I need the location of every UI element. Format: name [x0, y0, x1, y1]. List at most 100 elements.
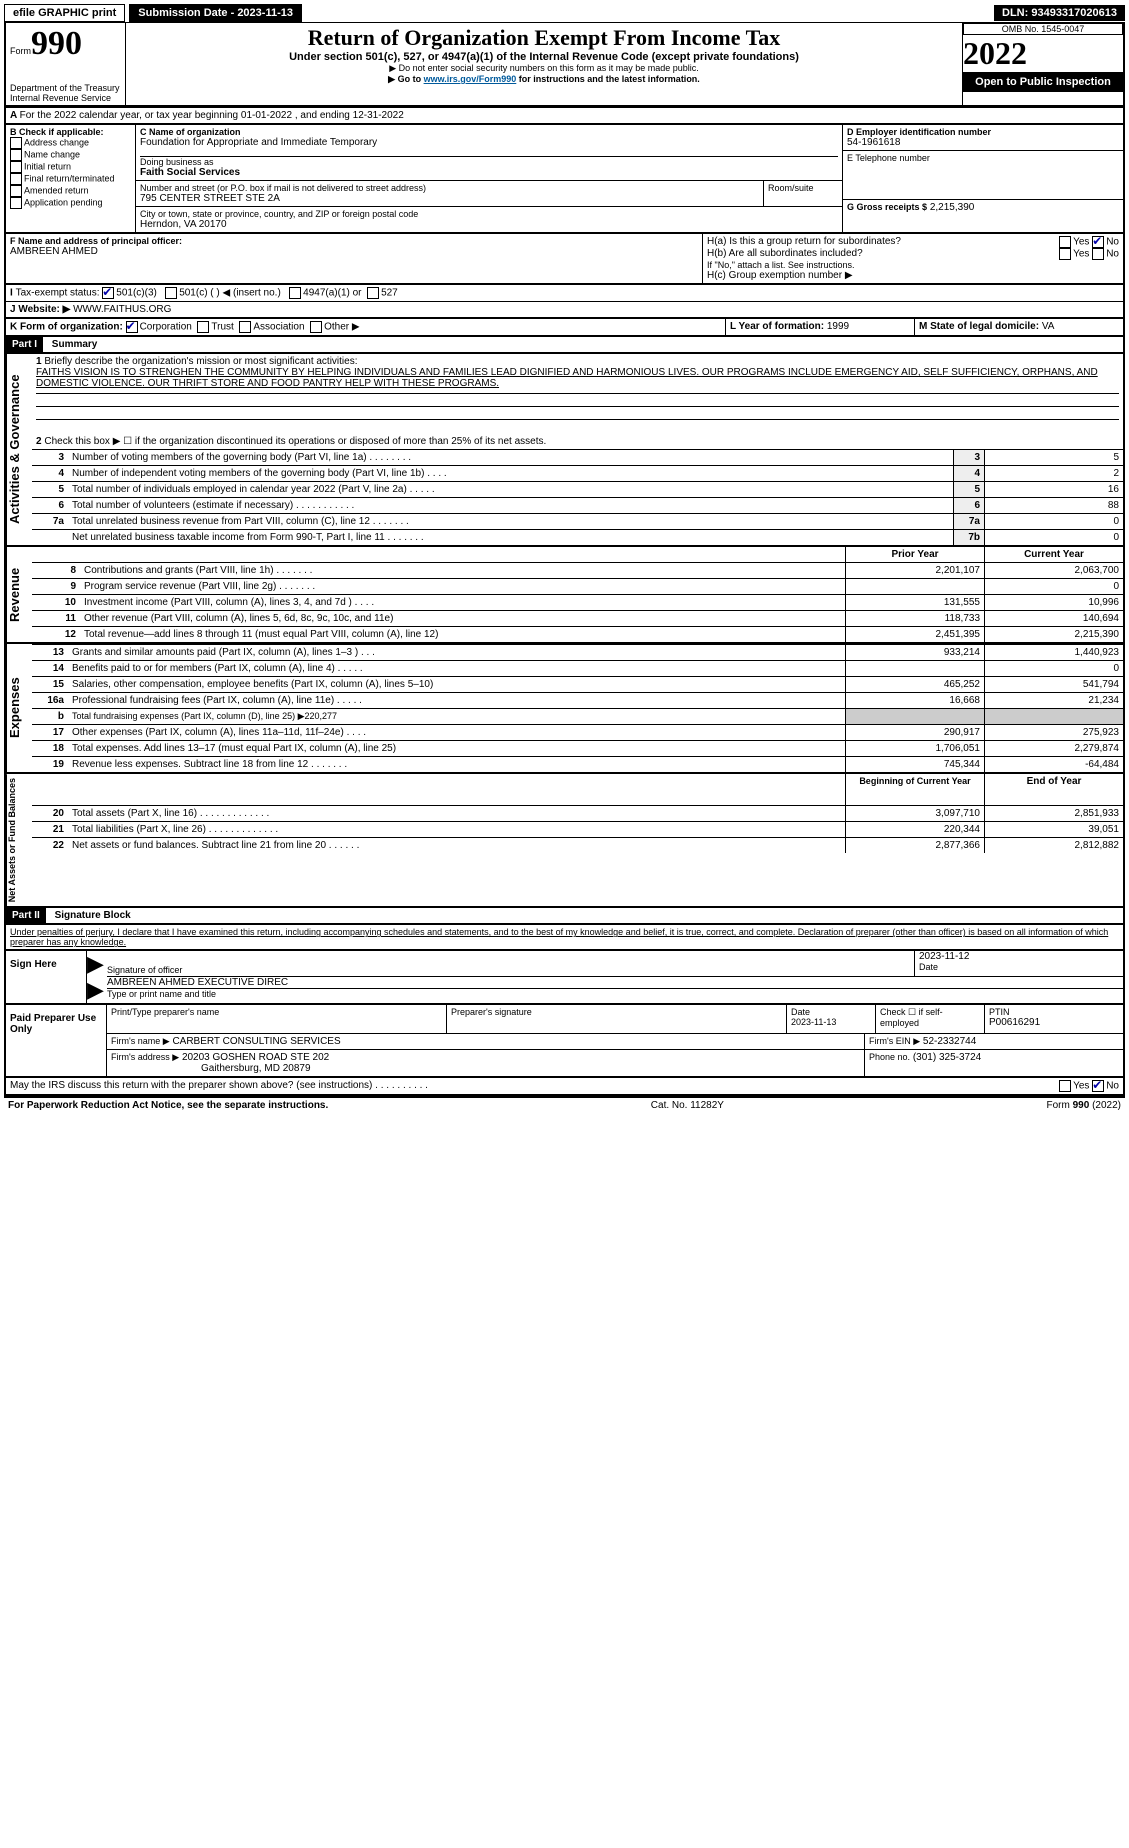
section-governance: Activities & Governance 1 Briefly descri… — [4, 354, 1125, 547]
table-row: 16aProfessional fundraising fees (Part I… — [32, 693, 1123, 709]
table-row: 17Other expenses (Part IX, column (A), l… — [32, 725, 1123, 741]
phone-label: E Telephone number — [847, 153, 1119, 163]
firm-ein-label: Firm's EIN ▶ — [869, 1036, 920, 1046]
section-netassets: Net Assets or Fund Balances Beginning of… — [4, 774, 1125, 908]
footer-cat: Cat. No. 11282Y — [651, 1100, 724, 1111]
footer-right: Form 990 (2022) — [1047, 1100, 1121, 1111]
firm-addr2: Gaithersburg, MD 20879 — [201, 1063, 311, 1074]
h-a: H(a) Is this a group return for subordin… — [707, 236, 901, 248]
entity-block: B Check if applicable: Address changeNam… — [4, 125, 1125, 234]
table-row: 22Net assets or fund balances. Subtract … — [32, 838, 1123, 854]
box-b-item: Amended return — [10, 185, 131, 197]
box-b-label: B Check if applicable: — [10, 127, 131, 137]
ein-label: D Employer identification number — [847, 127, 1119, 137]
box-b-item: Name change — [10, 149, 131, 161]
period-text: For the 2022 calendar year, or tax year … — [20, 110, 404, 121]
box-f-label: F Name and address of principal officer: — [10, 236, 698, 246]
tax-exempt-label: Tax-exempt status: — [16, 288, 100, 299]
box-b-item: Initial return — [10, 161, 131, 173]
pp-date-label: Date — [791, 1007, 871, 1017]
te-4947: 4947(a)(1) or — [303, 288, 361, 299]
box-c-label: C Name of organization — [140, 127, 838, 137]
col-current: Current Year — [985, 547, 1124, 563]
mission-text: FAITHS VISION IS TO STRENGHEN THE COMMUN… — [36, 367, 1098, 389]
paid-preparer-label: Paid Preparer Use Only — [6, 1005, 106, 1076]
revenue-table: Prior Year Current Year 8Contributions a… — [32, 547, 1123, 642]
table-row: 6Total number of volunteers (estimate if… — [32, 498, 1123, 514]
penalty-text: Under penalties of perjury, I declare th… — [4, 925, 1125, 951]
col-begin: Beginning of Current Year — [846, 774, 985, 789]
k-other: Other ▶ — [324, 322, 359, 333]
firm-phone-label: Phone no. — [869, 1052, 910, 1062]
date-label: Date — [919, 962, 1119, 972]
period-line: A For the 2022 calendar year, or tax yea… — [4, 108, 1125, 125]
pp-date: 2023-11-13 — [791, 1017, 871, 1027]
sign-here-label: Sign Here — [6, 951, 86, 1003]
table-row: 3Number of voting members of the governi… — [32, 450, 1123, 466]
year-formation: 1999 — [827, 321, 849, 332]
fh-block: F Name and address of principal officer:… — [4, 234, 1125, 285]
irs-link[interactable]: www.irs.gov/Form990 — [424, 74, 517, 84]
table-row: 9Program service revenue (Part VIII, lin… — [32, 579, 1123, 595]
form-word: Form — [10, 46, 31, 56]
sig-officer-label: Signature of officer — [107, 965, 914, 975]
tax-year: 2022 — [963, 35, 1123, 72]
table-row: 8Contributions and grants (Part VIII, li… — [32, 563, 1123, 579]
firm-name: CARBERT CONSULTING SERVICES — [172, 1036, 340, 1047]
dept-label: Department of the Treasury — [10, 83, 121, 93]
part2-title: Signature Block — [49, 908, 137, 923]
governance-table: 3Number of voting members of the governi… — [32, 449, 1123, 545]
dln: DLN: 93493317020613 — [994, 5, 1125, 21]
website-value: WWW.FAITHUS.ORG — [73, 304, 171, 315]
dba-value: Faith Social Services — [140, 167, 838, 178]
goto-pre: ▶ Go to — [388, 74, 423, 84]
h-a-answer: Yes No — [1059, 236, 1119, 248]
box-b-item: Application pending — [10, 197, 131, 209]
box-b-item: Final return/terminated — [10, 173, 131, 185]
klm-block: K Form of organization: Corporation Trus… — [4, 319, 1125, 337]
org-name: Foundation for Appropriate and Immediate… — [140, 137, 838, 148]
pp-sig-label: Preparer's signature — [451, 1007, 782, 1017]
form-title: Return of Organization Exempt From Incom… — [130, 25, 958, 51]
h-b-answer: Yes No — [1059, 248, 1119, 260]
part2-header: Part II Signature Block — [4, 908, 1125, 925]
sig-date: 2023-11-12 — [919, 951, 1119, 962]
k-assoc: Association — [253, 322, 304, 333]
te-527: 527 — [381, 288, 398, 299]
goto-post: for instructions and the latest informat… — [516, 74, 700, 84]
form-header: Form990 Department of the Treasury Inter… — [4, 22, 1125, 108]
table-row: 18Total expenses. Add lines 13–17 (must … — [32, 741, 1123, 757]
table-row: 13Grants and similar amounts paid (Part … — [32, 645, 1123, 661]
table-row: 5Total number of individuals employed in… — [32, 482, 1123, 498]
firm-name-label: Firm's name ▶ — [111, 1036, 170, 1046]
city-value: Herndon, VA 20170 — [140, 219, 838, 230]
part2-tag: Part II — [6, 908, 46, 923]
open-to-public: Open to Public Inspection — [963, 72, 1123, 92]
part1-header: Part I Summary — [4, 337, 1125, 354]
form-subtitle: Under section 501(c), 527, or 4947(a)(1)… — [130, 51, 958, 63]
table-row: 19Revenue less expenses. Subtract line 1… — [32, 757, 1123, 773]
pp-check: Check ☐ if self-employed — [876, 1005, 985, 1033]
ptin-value: P00616291 — [989, 1017, 1119, 1028]
h-c: H(c) Group exemption number ▶ — [707, 270, 1119, 281]
city-label: City or town, state or province, country… — [140, 209, 838, 219]
ptin-label: PTIN — [989, 1007, 1119, 1017]
line2: Check this box ▶ ☐ if the organization d… — [44, 436, 546, 447]
status-block: I Tax-exempt status: 501(c)(3) 501(c) ( … — [4, 285, 1125, 319]
table-row: 12Total revenue—add lines 8 through 11 (… — [32, 627, 1123, 643]
gross-value: 2,215,390 — [930, 202, 975, 213]
principal-officer: AMBREEN AHMED — [10, 246, 698, 257]
note-goto: ▶ Go to www.irs.gov/Form990 for instruct… — [130, 74, 958, 85]
col-end: End of Year — [985, 774, 1124, 789]
footer-left: For Paperwork Reduction Act Notice, see … — [8, 1100, 328, 1111]
side-expenses: Expenses — [6, 644, 32, 772]
h-b: H(b) Are all subordinates included? — [707, 248, 863, 260]
table-row: 4Number of independent voting members of… — [32, 466, 1123, 482]
submission-date: Submission Date - 2023-11-13 — [129, 4, 302, 22]
street-label: Number and street (or P.O. box if mail i… — [140, 183, 759, 193]
box-k-label: K Form of organization: — [10, 322, 123, 333]
ein-value: 54-1961618 — [847, 137, 1119, 148]
table-row: 10Investment income (Part VIII, column (… — [32, 595, 1123, 611]
table-row: Net unrelated business taxable income fr… — [32, 530, 1123, 546]
pp-name-label: Print/Type preparer's name — [111, 1007, 442, 1017]
